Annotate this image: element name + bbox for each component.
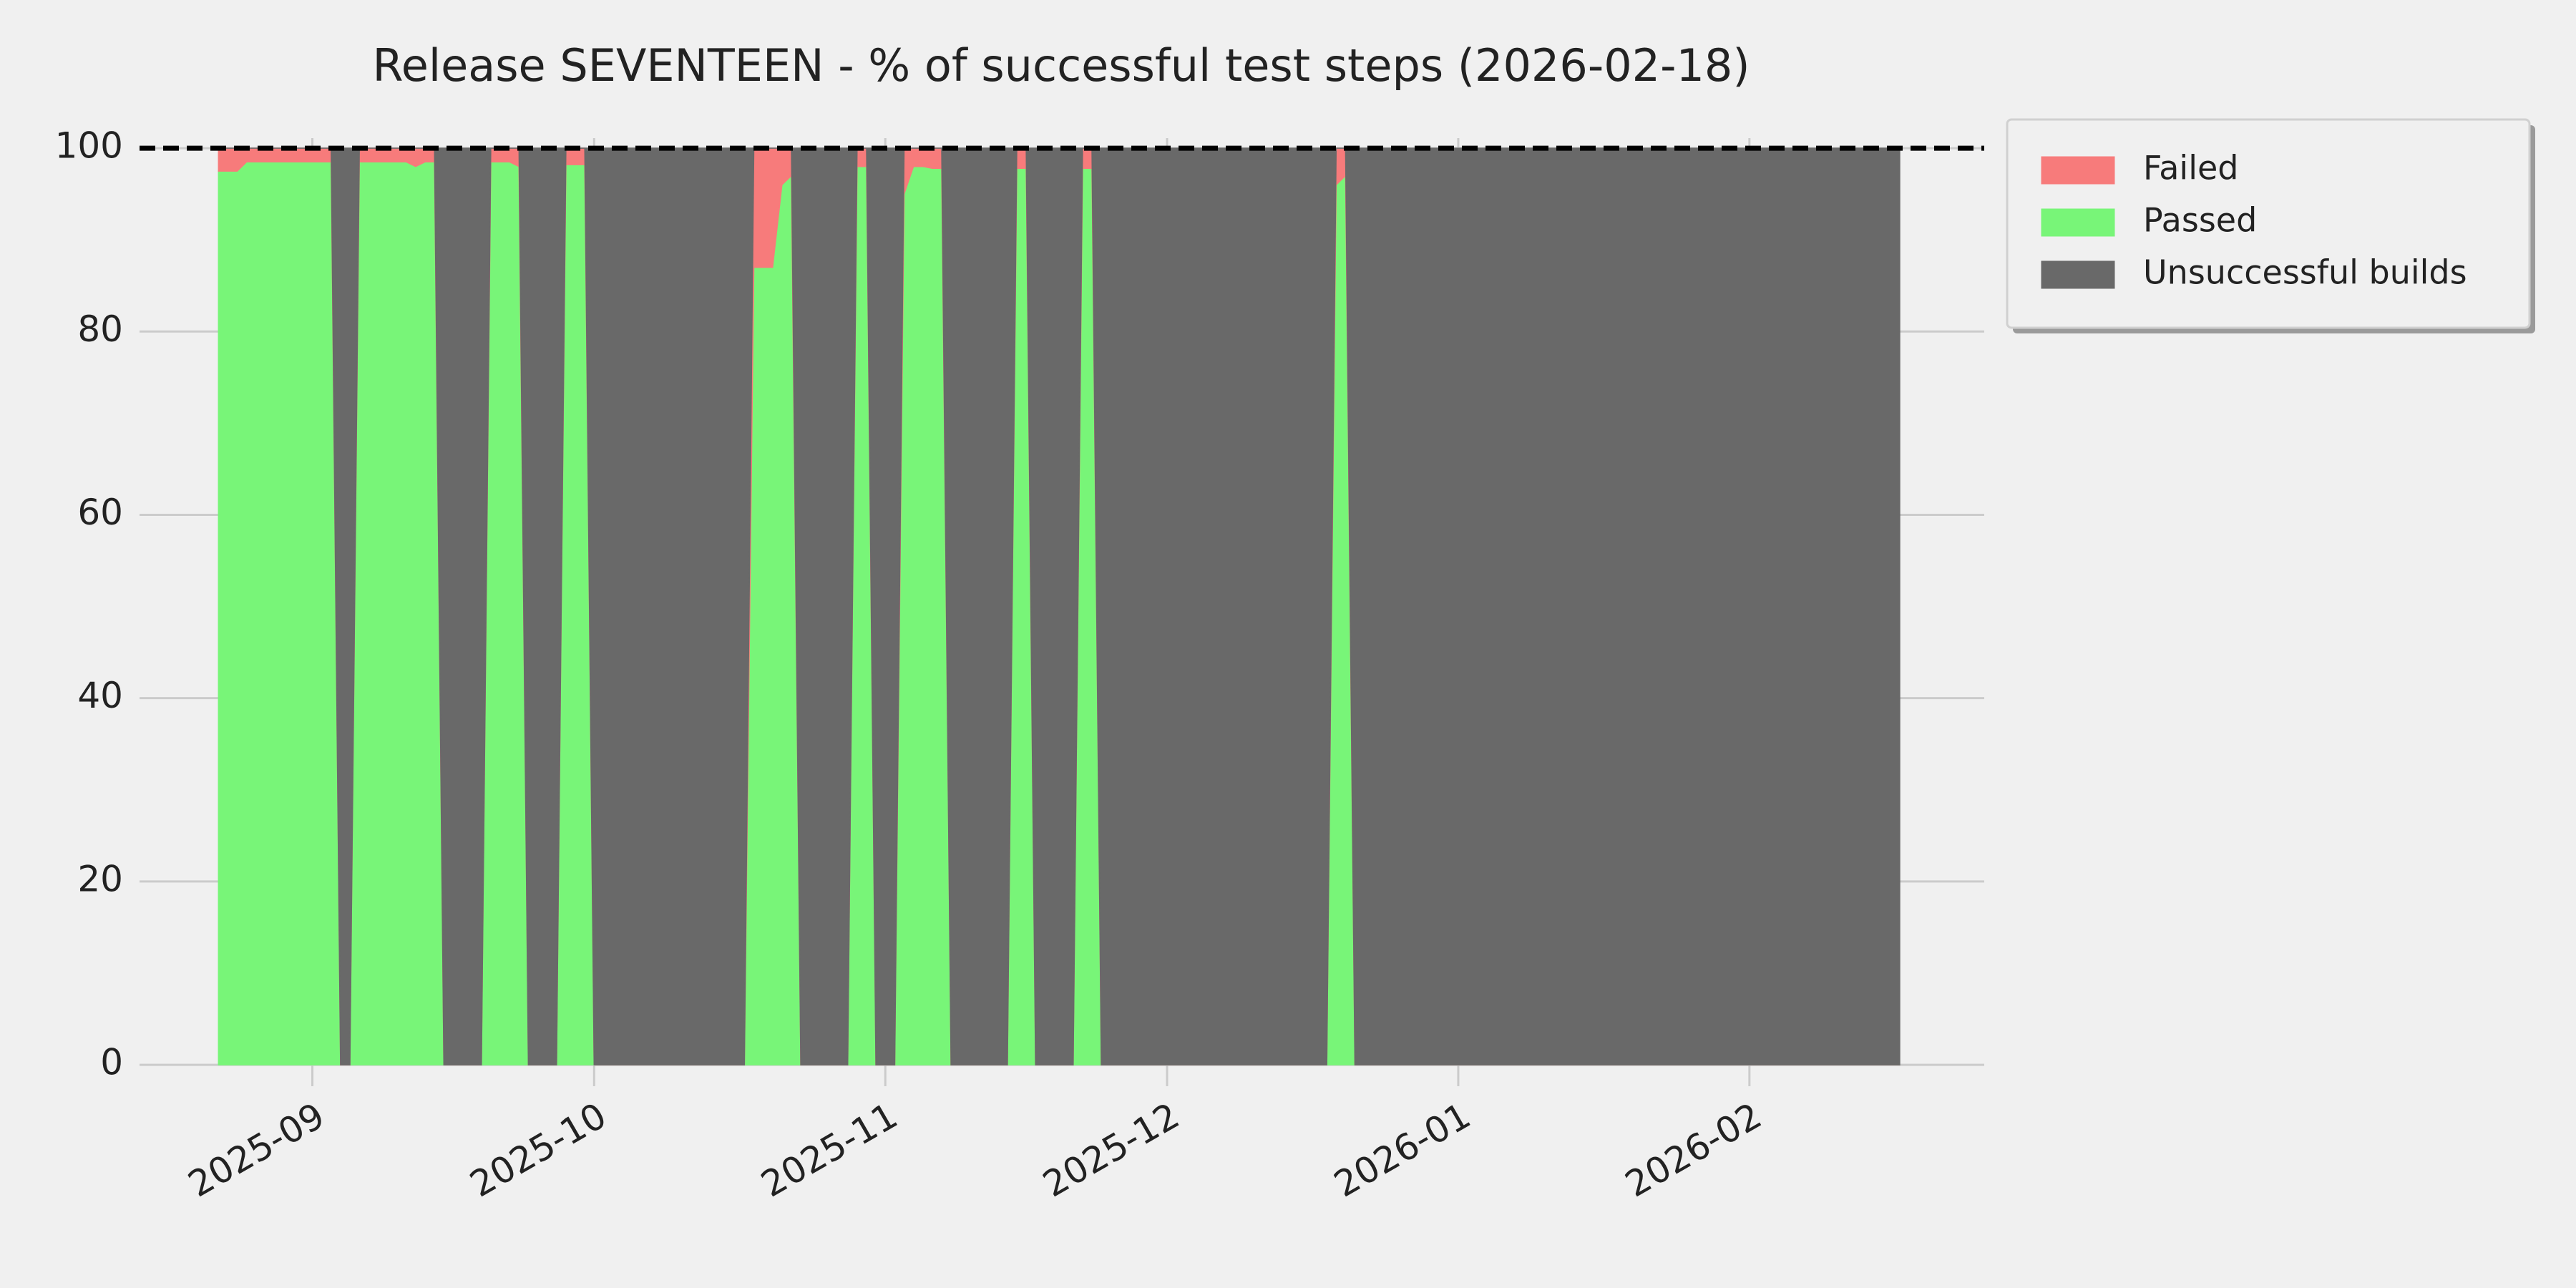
legend-swatch	[2041, 260, 2115, 289]
y-tick-label: 0	[100, 1042, 123, 1083]
y-tick-label: 60	[77, 492, 123, 533]
legend-swatch	[2041, 208, 2115, 237]
legend-swatch	[2041, 156, 2115, 185]
y-tick-label: 20	[77, 858, 123, 899]
y-tick-label: 100	[55, 125, 123, 167]
y-tick-label: 80	[77, 308, 123, 350]
area	[218, 147, 1901, 1065]
legend: Failed Passed Unsuccessful builds	[2006, 118, 2535, 333]
chart-title: Release SEVENTEEN - % of successful test…	[372, 39, 1750, 92]
y-tick-label: 40	[77, 675, 123, 716]
legend-box	[2006, 118, 2531, 329]
legend-label: Failed	[2143, 149, 2239, 187]
legend-label: Unsuccessful builds	[2143, 253, 2467, 292]
legend-label: Passed	[2143, 201, 2257, 240]
